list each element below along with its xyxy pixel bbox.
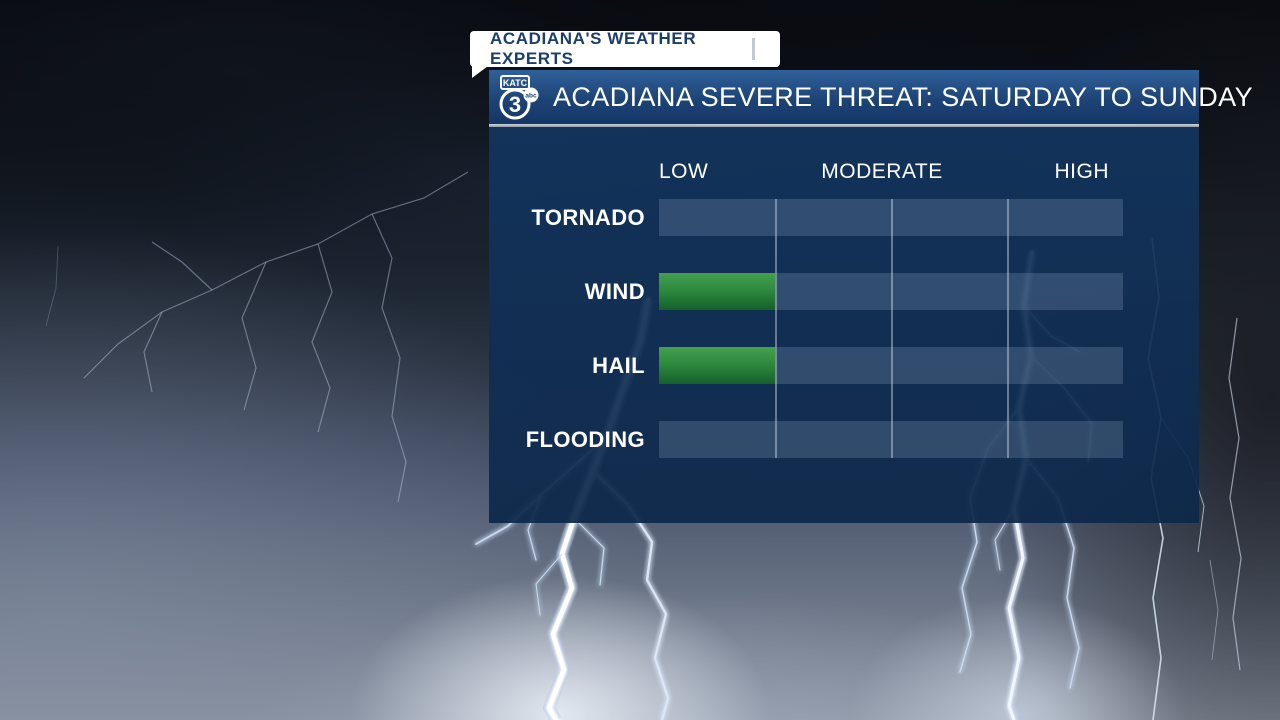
threat-row-flooding: FLOODING: [489, 421, 1199, 458]
scale-label-high: HIGH: [1054, 160, 1109, 183]
scale-label-moderate: MODERATE: [821, 160, 943, 183]
threat-row-hail: HAIL: [489, 347, 1199, 384]
threat-chart: LOW MODERATE HIGH TORNADO WIND HAIL: [489, 127, 1199, 523]
severe-threat-panel: KATC 3 abc ACADIANA SEVERE THREAT: SATUR…: [489, 70, 1253, 523]
threat-label: FLOODING: [525, 427, 645, 452]
logo-network-text: abc: [525, 93, 537, 100]
threat-row-wind: WIND: [489, 273, 1199, 310]
header-divider: [489, 124, 1199, 127]
panel-title: ACADIANA SEVERE THREAT: SATURDAY TO SUND…: [553, 81, 1253, 112]
logo-channel-text: 3: [509, 92, 521, 117]
threat-label: TORNADO: [531, 205, 645, 230]
scale-labels: LOW MODERATE HIGH: [489, 160, 1199, 186]
threat-bar: [659, 347, 775, 384]
logo-station-text: KATC: [503, 78, 528, 88]
panel-header: KATC 3 abc ACADIANA SEVERE THREAT: SATUR…: [489, 70, 1253, 124]
tagline-separator: [752, 38, 755, 60]
katc-3-abc-logo: KATC 3 abc: [499, 75, 539, 120]
threat-label: WIND: [584, 279, 645, 304]
tagline-text: ACADIANA'S WEATHER EXPERTS: [490, 29, 697, 68]
threat-bar: [659, 273, 775, 310]
threat-track: [659, 273, 1123, 310]
threat-track: [659, 347, 1123, 384]
threat-row-tornado: TORNADO: [489, 199, 1199, 236]
threat-track: [659, 199, 1123, 236]
threat-track: [659, 421, 1123, 458]
gridline: [891, 199, 893, 458]
scale-label-low: LOW: [659, 160, 709, 183]
threat-label: HAIL: [592, 353, 645, 378]
gridline: [1007, 199, 1009, 458]
station-tagline-bubble: ACADIANA'S WEATHER EXPERTS: [470, 29, 780, 78]
gridline: [775, 199, 777, 458]
